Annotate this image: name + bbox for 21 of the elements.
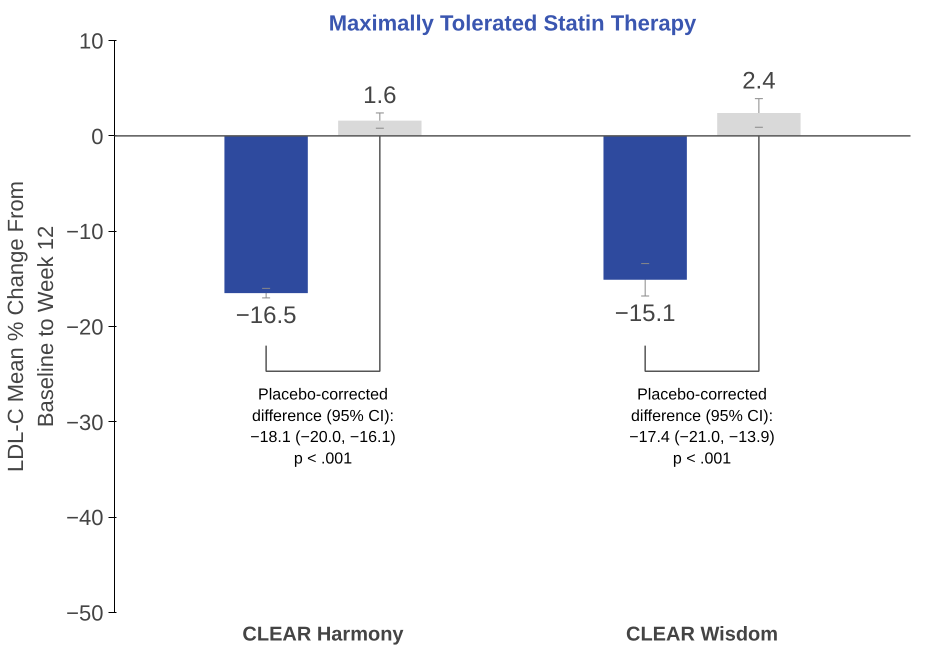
x-tick-label: CLEAR Harmony	[242, 624, 404, 646]
y-tick-label: −40	[66, 505, 104, 530]
y-tick-label: 10	[79, 28, 104, 54]
annotation: Placebo-corrected difference (95% CI): −17.4 (−21.0, −13.9) p < .001	[629, 386, 775, 468]
data-label: −16.5	[236, 302, 296, 329]
chart-title: Maximally Tolerated Statin Therapy	[328, 10, 698, 36]
y-tick-label: 0	[91, 124, 104, 149]
y-tick-label: −50	[66, 600, 104, 626]
bar	[603, 136, 687, 280]
y-axis-title: LDL-C Mean % Change From Baseline to Week 12	[3, 180, 58, 472]
data-label: 2.4	[742, 68, 776, 95]
y-tick-label: −10	[66, 219, 104, 244]
bar	[224, 136, 308, 294]
data-label: −15.1	[614, 300, 676, 327]
bar	[717, 112, 801, 136]
data-label: 1.6	[363, 82, 397, 109]
y-tick-label: −30	[66, 410, 104, 435]
y-tick-label: −20	[66, 314, 104, 340]
annotation: Placebo-corrected difference (95% CI): −18.1 (−20.0, −16.1) p < .001	[250, 386, 396, 468]
bar	[338, 120, 422, 136]
x-tick-label: CLEAR Wisdom	[626, 624, 778, 646]
